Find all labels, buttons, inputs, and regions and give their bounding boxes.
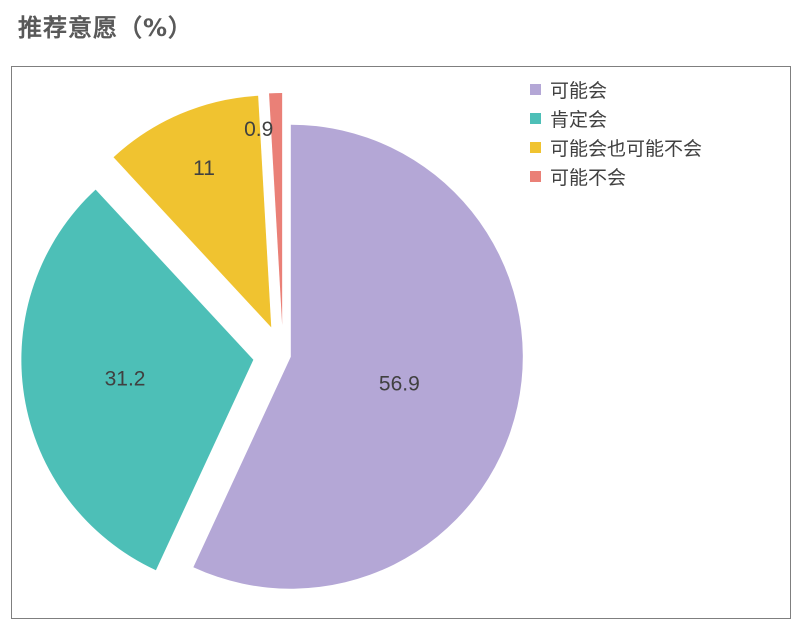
chart-legend: 可能会肯定会可能会也可能不会 可能不会	[530, 77, 702, 189]
legend-item: 肯定会	[530, 106, 702, 131]
pie-slice	[193, 124, 523, 589]
slice-data-label: 31.2	[105, 368, 146, 391]
legend-label: 可能不会	[550, 167, 627, 189]
legend-item: 可能会也可能不会	[530, 135, 702, 160]
legend-label: 肯定会	[550, 109, 608, 131]
legend-swatch	[530, 84, 541, 95]
page-title: 推荐意愿（%）	[18, 14, 194, 42]
slice-data-label: 11	[193, 157, 215, 180]
slice-data-label: 56.9	[379, 373, 420, 396]
pie-slice	[113, 95, 272, 328]
slice-data-label: 0.9	[244, 118, 273, 141]
legend-swatch	[530, 142, 541, 153]
legend-item: 可能不会	[530, 164, 702, 189]
legend-label: 可能会也可能不会	[550, 138, 703, 160]
pie-slice	[269, 93, 283, 326]
legend-swatch	[530, 113, 541, 124]
legend-swatch	[530, 171, 541, 182]
pie-slice	[21, 189, 254, 571]
legend-item: 可能会	[530, 77, 702, 102]
legend-label: 可能会	[550, 80, 608, 102]
